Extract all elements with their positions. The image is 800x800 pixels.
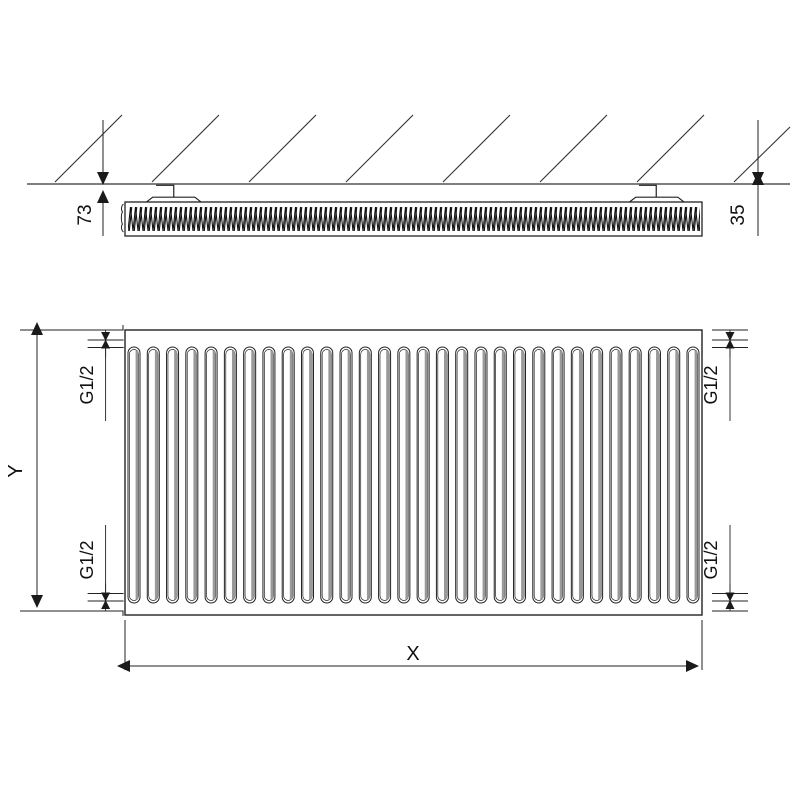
svg-text:G1/2: G1/2 bbox=[701, 540, 721, 579]
svg-text:G1/2: G1/2 bbox=[701, 365, 721, 404]
svg-text:G1/2: G1/2 bbox=[77, 365, 97, 404]
svg-text:35: 35 bbox=[728, 204, 749, 225]
svg-text:G1/2: G1/2 bbox=[77, 540, 97, 579]
svg-text:X: X bbox=[406, 643, 419, 665]
svg-text:73: 73 bbox=[75, 204, 96, 225]
svg-text:Y: Y bbox=[5, 464, 27, 477]
